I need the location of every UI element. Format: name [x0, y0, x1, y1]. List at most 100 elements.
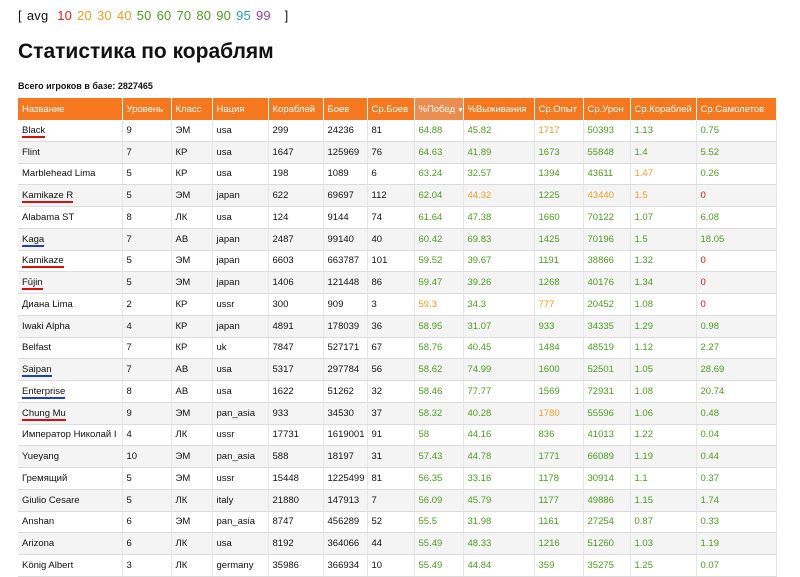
win-rate-cell: 56.09: [414, 489, 464, 512]
avg-battles-cell: 32: [367, 380, 415, 403]
col-header-nation[interactable]: Нация: [212, 98, 269, 120]
ship-name-label: Enterprise: [22, 385, 66, 399]
ship-name-link[interactable]: Alabama ST: [18, 206, 123, 229]
level-cell: 6: [122, 511, 172, 534]
win-rate-cell: 62.04: [414, 184, 464, 207]
battles-cell: 34530: [323, 402, 368, 425]
ship-name-link[interactable]: Flint: [18, 141, 123, 164]
nation-cell: usa: [212, 141, 269, 164]
avg-link-60[interactable]: 60: [156, 8, 172, 23]
ship-name-link[interactable]: Marblehead Lima: [18, 163, 123, 186]
ship-name-link[interactable]: Kamikaze: [18, 250, 123, 273]
col-header-battles[interactable]: Боев: [323, 98, 368, 120]
avg-damage-cell: 48519: [583, 337, 631, 360]
level-cell: 5: [122, 184, 172, 207]
avg-planes-cell: 0: [696, 184, 777, 207]
win-rate-cell: 58.46: [414, 380, 464, 403]
avg-planes-cell: 0: [696, 250, 777, 273]
avg-planes-cell: 18.05: [696, 228, 777, 251]
survival-cell: 33.16: [463, 467, 535, 490]
survival-cell: 39.26: [463, 271, 535, 294]
avg-planes-cell: 0.37: [696, 467, 777, 490]
ships-count-cell: 8747: [268, 511, 324, 534]
avg-battles-cell: 101: [367, 250, 415, 273]
ship-name-label: Arizona: [22, 538, 55, 550]
ship-name-link[interactable]: Black: [18, 120, 123, 142]
avg-link-50[interactable]: 50: [136, 8, 152, 23]
avg-planes-cell: 0.26: [696, 163, 777, 186]
avg-xp-cell: 1569: [534, 380, 584, 403]
ship-name-link[interactable]: Император Николай I: [18, 424, 123, 447]
survival-cell: 74.99: [463, 358, 535, 381]
col-header-avg-battles[interactable]: Ср.Боев: [367, 98, 415, 120]
level-cell: 4: [122, 315, 172, 338]
avg-kills-cell: 1.05: [630, 358, 697, 381]
avg-planes-cell: 0: [696, 271, 777, 294]
avg-xp-cell: 1717: [534, 120, 584, 142]
nation-cell: japan: [212, 250, 269, 273]
col-header-ships[interactable]: Кораблей: [268, 98, 324, 120]
battles-cell: 147913: [323, 489, 368, 512]
col-header-avg-planes-killed[interactable]: Ср.Самолетов: [696, 98, 777, 120]
class-cell: ЭМ: [171, 184, 213, 207]
avg-xp-cell: 1600: [534, 358, 584, 381]
battles-cell: 527171: [323, 337, 368, 360]
avg-kills-cell: 0.87: [630, 511, 697, 534]
avg-kills-cell: 1.47: [630, 163, 697, 186]
level-cell: 5: [122, 163, 172, 186]
avg-kills-cell: 1.22: [630, 424, 697, 447]
col-header-avg-xp[interactable]: Ср.Опыт: [534, 98, 584, 120]
avg-damage-cell: 49886: [583, 489, 631, 512]
avg-xp-cell: 1177: [534, 489, 584, 512]
col-header-class[interactable]: Класс: [171, 98, 213, 120]
ship-name-link[interactable]: Kamikaze R: [18, 184, 123, 207]
avg-link-95[interactable]: 95: [236, 8, 251, 23]
avg-link-10[interactable]: 10: [57, 8, 73, 23]
ship-name-link[interactable]: Belfast: [18, 337, 123, 360]
avg-link-70[interactable]: 70: [176, 8, 192, 23]
ship-name-link[interactable]: Iwaki Alpha: [18, 315, 123, 338]
ship-name-link[interactable]: Гремящий: [18, 467, 123, 490]
avg-kills-cell: 1.13: [630, 120, 697, 142]
avg-link-90[interactable]: 90: [216, 8, 232, 23]
ship-name-label: Kaga: [22, 233, 45, 247]
avg-xp-cell: 1191: [534, 250, 584, 273]
avg-link-30[interactable]: 30: [96, 8, 112, 23]
col-header-avg-damage[interactable]: Ср.Урон: [583, 98, 631, 120]
ship-name-link[interactable]: Arizona: [18, 532, 123, 555]
col-header-survival[interactable]: %Выживания: [463, 98, 535, 120]
avg-link-40[interactable]: 40: [116, 8, 132, 23]
ship-name-link[interactable]: Fūjin: [18, 271, 123, 294]
avg-kills-cell: 1.34: [630, 271, 697, 294]
avg-damage-cell: 66089: [583, 445, 631, 468]
avg-planes-cell: 6.08: [696, 206, 777, 229]
ship-name-link[interactable]: Saipan: [18, 358, 123, 381]
col-header-avg-ships-killed[interactable]: Ср.Кораблей: [630, 98, 697, 120]
avg-planes-cell: 0.07: [696, 554, 777, 577]
ships-count-cell: 1647: [268, 141, 324, 164]
class-cell: ЭМ: [171, 511, 213, 534]
avg-kills-cell: 1.5: [630, 184, 697, 207]
ship-name-link[interactable]: Диана Lima: [18, 293, 123, 316]
ship-name-link[interactable]: Kaga: [18, 228, 123, 251]
avg-kills-cell: 1.08: [630, 293, 697, 316]
ship-name-link[interactable]: Giulio Cesare: [18, 489, 123, 512]
ship-name-link[interactable]: König Albert: [18, 554, 123, 577]
level-cell: 7: [122, 358, 172, 381]
avg-battles-cell: 86: [367, 271, 415, 294]
ship-name-link[interactable]: Anshan: [18, 511, 123, 534]
ship-name-label: Chung Mu: [22, 407, 66, 421]
col-header-win-rate[interactable]: %Побед ▼: [414, 98, 464, 120]
ship-name-link[interactable]: Enterprise: [18, 380, 123, 403]
avg-battles-cell: 44: [367, 532, 415, 555]
avg-planes-cell: 1.74: [696, 489, 777, 512]
ship-name-link[interactable]: Chung Mu: [18, 402, 123, 425]
avg-link-20[interactable]: 20: [77, 8, 92, 23]
ship-name-link[interactable]: Yueyang: [18, 445, 123, 468]
avg-link-99[interactable]: 99: [255, 8, 271, 23]
class-cell: ЭМ: [171, 402, 213, 425]
avg-link-80[interactable]: 80: [196, 8, 212, 23]
col-header-name[interactable]: Название: [18, 98, 123, 120]
col-header-level[interactable]: Уровень: [122, 98, 172, 120]
avg-kills-cell: 1.15: [630, 489, 697, 512]
